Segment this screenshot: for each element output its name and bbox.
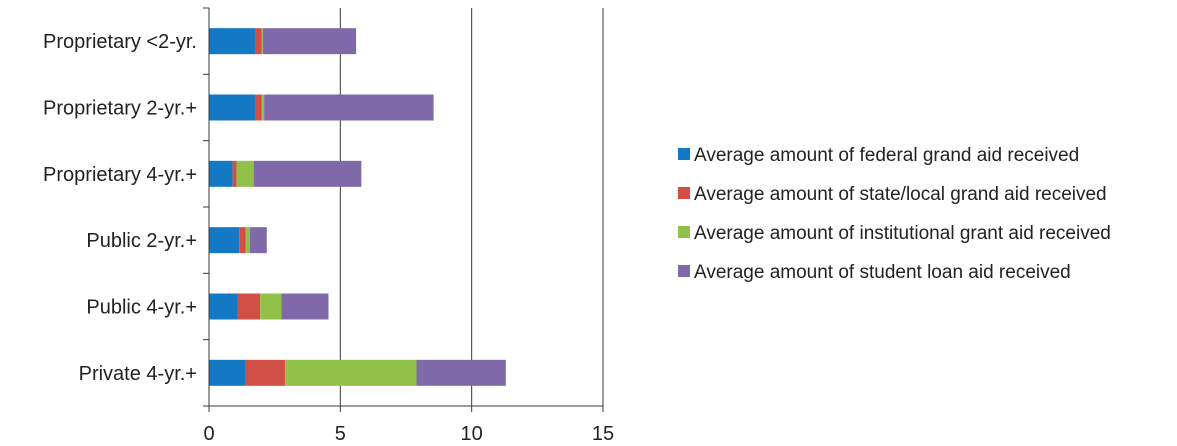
x-tick-label: 10	[461, 423, 483, 445]
legend-swatch	[678, 226, 690, 238]
legend: Average amount of federal grand aid rece…	[678, 145, 1111, 283]
bar-segment	[249, 227, 267, 254]
bar-segment	[260, 293, 282, 320]
x-tick-labels: 0 5 10 15	[203, 423, 614, 445]
bar-segment	[262, 28, 357, 55]
bar-segment	[245, 359, 286, 386]
legend-label: Average amount of student loan aid recei…	[694, 262, 1071, 283]
bar-segment	[261, 94, 265, 121]
bar-segment	[236, 160, 254, 187]
bar-segment	[209, 293, 238, 320]
bar-segment	[239, 227, 246, 254]
legend-swatch	[678, 265, 690, 277]
category-label: Public 4-yr.+	[86, 297, 197, 319]
legend-swatch	[678, 148, 690, 160]
category-label: Proprietary 2-yr.+	[43, 98, 197, 120]
category-label: Proprietary <2-yr.	[43, 31, 197, 53]
bar-segment	[209, 227, 240, 254]
bar-segment	[416, 359, 506, 386]
bar-segment	[245, 227, 250, 254]
legend-swatch	[678, 187, 690, 199]
bar-segment	[264, 94, 434, 121]
bar-segment	[209, 28, 255, 55]
bar-segment	[209, 160, 233, 187]
category-label: Proprietary 4-yr.+	[43, 164, 197, 186]
axes	[203, 7, 604, 412]
bar-segment	[209, 359, 246, 386]
category-label: Private 4-yr.+	[79, 363, 197, 385]
bar-segment	[232, 160, 237, 187]
bar-segment	[285, 359, 417, 386]
bar-segment	[281, 293, 329, 320]
grid-lines	[339, 8, 604, 406]
bar-group	[209, 28, 506, 386]
x-tick-label: 15	[592, 423, 614, 445]
bar-segment	[261, 28, 263, 55]
bar-segment	[253, 160, 362, 187]
x-tick-label: 0	[203, 423, 214, 445]
bar-segment	[209, 94, 255, 121]
legend-label: Average amount of federal grand aid rece…	[694, 145, 1079, 166]
bar-segment	[254, 28, 262, 55]
category-label: Public 2-yr.+	[86, 230, 197, 252]
legend-label: Average amount of institutional grant ai…	[694, 223, 1111, 244]
bar-segment	[237, 293, 261, 320]
category-labels: Proprietary <2-yr. Proprietary 2-yr.+ Prop…	[43, 31, 197, 385]
bar-segment	[254, 94, 262, 121]
legend-label: Average amount of state/local grand aid …	[694, 184, 1107, 205]
x-tick-label: 5	[335, 423, 346, 445]
